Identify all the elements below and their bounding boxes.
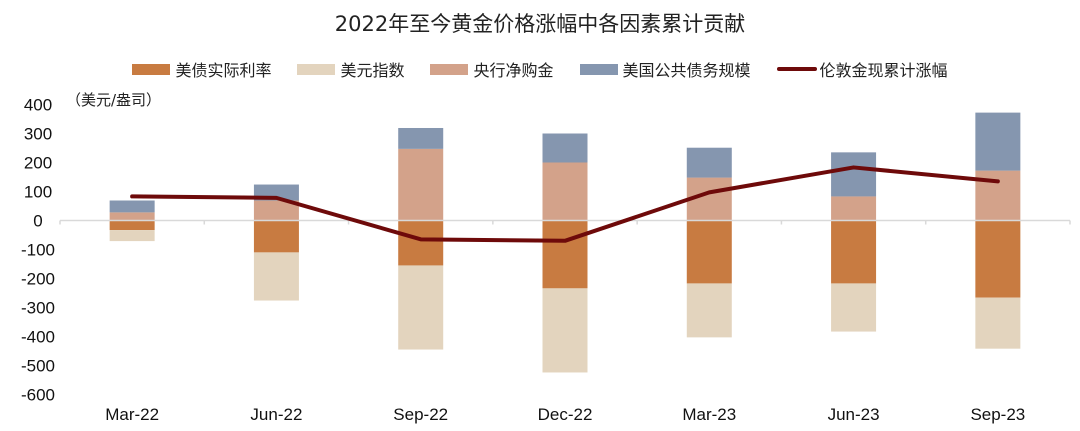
- legend-label: 美国公共债务规模: [622, 61, 751, 80]
- y-tick-label: -100: [21, 241, 55, 260]
- y-tick-label: 0: [33, 212, 42, 231]
- bar-segment: [109, 230, 155, 242]
- y-tick-label: 200: [24, 154, 52, 173]
- bars: [109, 112, 1021, 373]
- bar-segment: [831, 196, 877, 221]
- bar-segment: [398, 127, 444, 149]
- x-tick-label: Jun-22: [250, 405, 302, 424]
- legend: 美债实际利率 美元指数 央行净购金 美国公共债务规模 伦敦金现累计涨幅: [0, 57, 1080, 81]
- x-tick-label: Mar-23: [682, 405, 736, 424]
- y-tick-label: -600: [21, 386, 55, 405]
- y-tick-label: -500: [21, 357, 55, 376]
- gold-price-line: [130, 165, 1000, 243]
- x-axis-labels: Mar-22 Jun-22 Sep-22 Dec-22 Mar-23 Jun-23 Sep-…: [105, 405, 1025, 424]
- bar-segment: [686, 283, 732, 338]
- y-axis-unit: （美元/盎司）: [66, 91, 162, 109]
- bar-segment: [542, 162, 588, 221]
- legend-item-public-debt: 美国公共债务规模: [579, 57, 751, 81]
- y-tick-label: 100: [24, 183, 52, 202]
- legend-label: 美元指数: [340, 61, 405, 80]
- chart-title: 2022年至今黄金价格涨幅中各因素累计贡献: [334, 12, 746, 36]
- bar-segment: [253, 220, 299, 253]
- y-tick-label: -400: [21, 328, 55, 347]
- legend-swatch-central-bank: [430, 63, 469, 75]
- legend-label: 伦敦金现累计涨幅: [819, 61, 948, 80]
- legend-swatch-real-rate: [132, 63, 171, 75]
- bar-segment: [975, 220, 1021, 298]
- bar-segment: [253, 252, 299, 301]
- legend-item-dollar-index: 美元指数: [297, 57, 404, 81]
- x-tick-label: Mar-22: [105, 405, 159, 424]
- bar-segment: [109, 220, 155, 231]
- bar-segment: [109, 212, 155, 221]
- bar-segment: [398, 220, 444, 266]
- x-tick-label: Jun-23: [828, 405, 880, 424]
- gold-price-polyline: [130, 165, 1000, 243]
- bar-segment: [686, 220, 732, 284]
- bar-segment: [109, 200, 155, 213]
- legend-item-gold-price: 伦敦金现累计涨幅: [776, 57, 948, 81]
- bar-segment: [975, 112, 1021, 171]
- y-tick-label: -200: [21, 270, 55, 289]
- x-tick-label: Dec-22: [538, 405, 593, 424]
- y-tick-label: 300: [24, 125, 52, 144]
- bar-segment: [686, 147, 732, 178]
- bar-segment: [253, 200, 299, 221]
- y-axis: 400 300 200 100 0 -100 -200 -300 -400 -500 -600: [21, 96, 55, 405]
- legend-swatch-dollar-index: [297, 63, 336, 75]
- x-axis: [59, 219, 1071, 225]
- legend-item-central-bank: 央行净购金: [430, 57, 554, 81]
- legend-label: 美债实际利率: [175, 61, 272, 80]
- bar-segment: [398, 265, 444, 350]
- bar-segment: [831, 220, 877, 284]
- bar-segment: [542, 133, 588, 163]
- bar-segment: [975, 297, 1021, 349]
- legend-swatch-public-debt: [579, 63, 618, 75]
- legend-item-real-rate: 美债实际利率: [132, 57, 271, 81]
- bar-segment: [831, 283, 877, 332]
- bar-segment: [542, 220, 588, 289]
- legend-swatch-gold-price: [776, 67, 817, 71]
- bar-segment: [542, 288, 588, 373]
- y-tick-label: -300: [21, 299, 55, 318]
- x-tick-label: Sep-22: [393, 405, 448, 424]
- legend-label: 央行净购金: [473, 61, 554, 80]
- x-tick-label: Sep-23: [970, 405, 1025, 424]
- bar-segment: [398, 148, 444, 221]
- bar-segment: [831, 152, 877, 197]
- y-tick-label: 400: [24, 96, 52, 115]
